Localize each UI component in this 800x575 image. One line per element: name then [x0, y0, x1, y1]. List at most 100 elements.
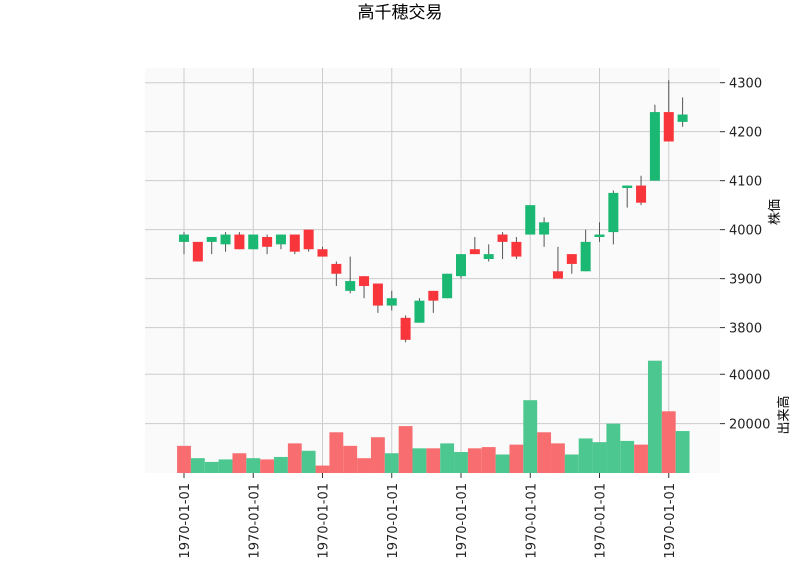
volume-bar — [634, 444, 648, 473]
volume-bar — [578, 438, 593, 473]
candle-body-up — [414, 300, 425, 323]
volume-bar — [357, 458, 371, 473]
candle-body-down — [192, 241, 203, 262]
candle-body-down — [289, 234, 300, 252]
candle-body-down — [372, 283, 383, 306]
volume-grid — [145, 357, 720, 473]
candle-body-up — [275, 234, 286, 245]
candle-body-up — [442, 273, 453, 299]
x-axis-ticks: 1970-01-01 1970-01-01 1970-01-01 1970-01-01… — [178, 473, 678, 559]
volume-bar — [287, 443, 302, 473]
volume-y-ticks: 20000 40000 — [720, 368, 770, 433]
volume-bar — [260, 459, 275, 473]
candle-body-up — [539, 222, 550, 235]
volume-bar — [246, 458, 261, 473]
volume-bar — [177, 445, 191, 473]
volume-bar — [315, 465, 330, 473]
x-tick-label: 1970-01-01 — [317, 483, 332, 559]
price-y-ticks: 3800 3900 4000 4100 4200 4300 — [720, 77, 762, 337]
volume-bar — [190, 458, 205, 473]
volume-y-tick-label: 40000 — [729, 368, 770, 383]
x-tick-label: 1970-01-01 — [524, 483, 539, 559]
chart-title: 高千穂交易 — [358, 3, 443, 23]
volume-bar — [661, 411, 676, 473]
candle-body-up — [456, 254, 466, 277]
candle-body-up — [594, 234, 605, 237]
volume-bar — [495, 454, 510, 473]
volume-bar — [218, 459, 233, 473]
candle-body-down — [359, 276, 370, 286]
price-y-tick-label: 4100 — [729, 175, 762, 190]
candle-body-up — [483, 254, 494, 260]
volume-bar — [481, 447, 496, 473]
candle-body-down — [497, 234, 508, 242]
candle-body-down — [566, 254, 577, 264]
volume-y-label: 出来高 — [776, 395, 792, 434]
price-candles — [179, 80, 688, 343]
x-tick-label: 1970-01-01 — [455, 483, 470, 559]
x-tick-label: 1970-01-01 — [594, 483, 609, 559]
volume-bar — [454, 452, 468, 473]
volume-bar — [537, 432, 552, 473]
candle-body-up — [677, 114, 688, 122]
candle-body-up — [220, 234, 231, 245]
volume-bar — [301, 450, 316, 473]
volume-bar — [592, 442, 607, 473]
x-tick-label: 1970-01-01 — [178, 483, 193, 559]
candle-body-down — [400, 317, 411, 340]
candle-body-up — [608, 192, 619, 233]
candle-body-up — [525, 205, 536, 235]
candle-body-up — [179, 234, 189, 242]
volume-bar — [647, 360, 662, 473]
price-y-tick-label: 4300 — [729, 77, 762, 92]
volume-bars — [177, 360, 690, 473]
volume-bar — [440, 443, 455, 473]
volume-bar — [274, 456, 288, 473]
candle-body-down — [469, 249, 480, 255]
volume-bar — [467, 448, 482, 473]
volume-bar — [551, 443, 565, 473]
volume-bar — [426, 448, 441, 473]
candle-body-down — [511, 241, 522, 257]
price-y-label: 株価 — [768, 199, 783, 225]
candle-body-down — [303, 229, 314, 250]
candle-body-up — [386, 298, 397, 306]
candle-body-down — [636, 185, 647, 203]
price-y-tick-label: 3900 — [729, 273, 762, 288]
candle-body-down — [552, 271, 563, 279]
volume-bar — [232, 453, 247, 473]
volume-bar — [620, 440, 635, 473]
volume-bar — [523, 400, 538, 473]
volume-bar — [564, 454, 579, 473]
volume-bar — [606, 423, 621, 473]
x-tick-label: 1970-01-01 — [386, 483, 401, 559]
x-tick-label: 1970-01-01 — [663, 483, 678, 559]
volume-bar — [412, 448, 427, 473]
candle-body-down — [331, 263, 342, 274]
volume-bar — [370, 437, 385, 473]
candle-body-up — [649, 112, 660, 181]
candle-body-down — [262, 236, 273, 247]
candle-body-up — [345, 281, 356, 291]
volume-bar — [509, 444, 524, 473]
volume-bar — [398, 426, 413, 473]
volume-bar — [343, 445, 358, 473]
volume-bar — [384, 453, 399, 473]
price-panel-background — [145, 68, 720, 357]
candle-body-up — [580, 241, 591, 272]
candle-body-up — [622, 185, 633, 189]
volume-panel: 20000 40000 出来高 — [145, 357, 792, 473]
volume-bar — [329, 432, 344, 473]
price-y-tick-label: 4200 — [729, 126, 762, 141]
volume-bar — [675, 431, 690, 473]
volume-y-tick-label: 20000 — [729, 418, 770, 433]
candle-body-up — [206, 236, 217, 242]
candle-body-up — [248, 234, 259, 250]
candle-body-down — [317, 249, 328, 257]
price-panel: 3800 3900 4000 4100 4200 4300 株価 — [145, 68, 783, 357]
price-y-tick-label: 4000 — [729, 224, 762, 239]
candle-body-down — [428, 290, 439, 301]
price-y-tick-label: 3800 — [729, 322, 762, 337]
volume-bar — [204, 461, 219, 473]
